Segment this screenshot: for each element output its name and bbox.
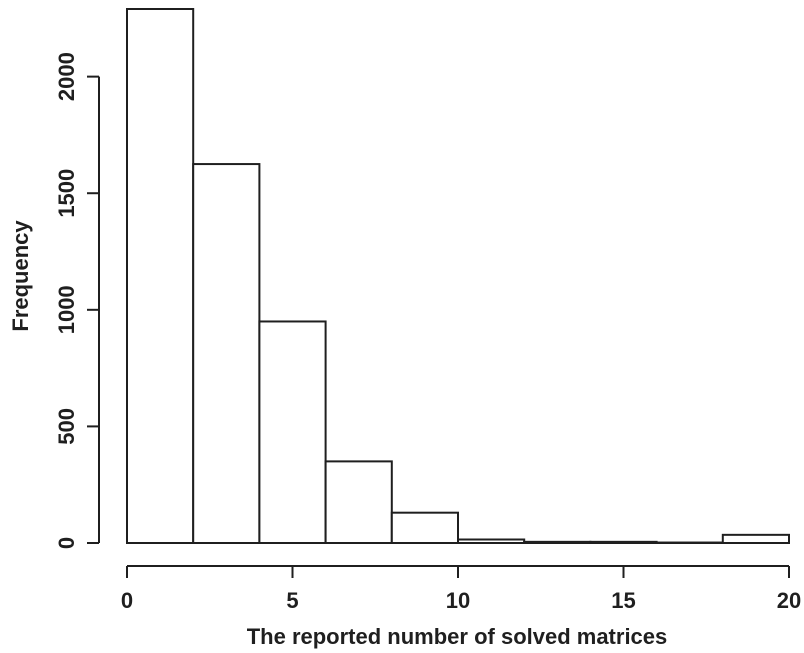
histogram-bar-9 bbox=[721, 533, 790, 545]
x-tick-label: 0 bbox=[121, 588, 133, 613]
histogram-bar-1 bbox=[192, 163, 261, 545]
x-axis: 0 5 10 15 20 bbox=[121, 565, 801, 613]
x-tick-label: 20 bbox=[777, 588, 801, 613]
bars-layer bbox=[126, 8, 790, 545]
y-tick-label: 2000 bbox=[54, 52, 79, 101]
histogram-bar-7 bbox=[589, 540, 658, 544]
y-tick-label: 1000 bbox=[54, 285, 79, 334]
y-axis: 0 500 1000 1500 2000 bbox=[54, 52, 100, 549]
x-tick-label: 5 bbox=[286, 588, 298, 613]
y-tick-label: 500 bbox=[54, 408, 79, 445]
y-tick-label: 1500 bbox=[54, 169, 79, 218]
y-tick-label: 0 bbox=[54, 537, 79, 549]
histogram-bar-2 bbox=[258, 320, 327, 544]
histogram-bar-5 bbox=[457, 538, 526, 545]
x-axis-title: The reported number of solved matrices bbox=[247, 624, 668, 649]
x-tick-label: 15 bbox=[611, 588, 635, 613]
histogram-bar-6 bbox=[523, 540, 592, 544]
y-axis-title: Frequency bbox=[8, 220, 33, 332]
x-tick-label: 10 bbox=[446, 588, 470, 613]
histogram-bar-0 bbox=[126, 8, 195, 544]
histogram-bar-3 bbox=[324, 460, 393, 544]
histogram-bar-4 bbox=[390, 511, 459, 545]
